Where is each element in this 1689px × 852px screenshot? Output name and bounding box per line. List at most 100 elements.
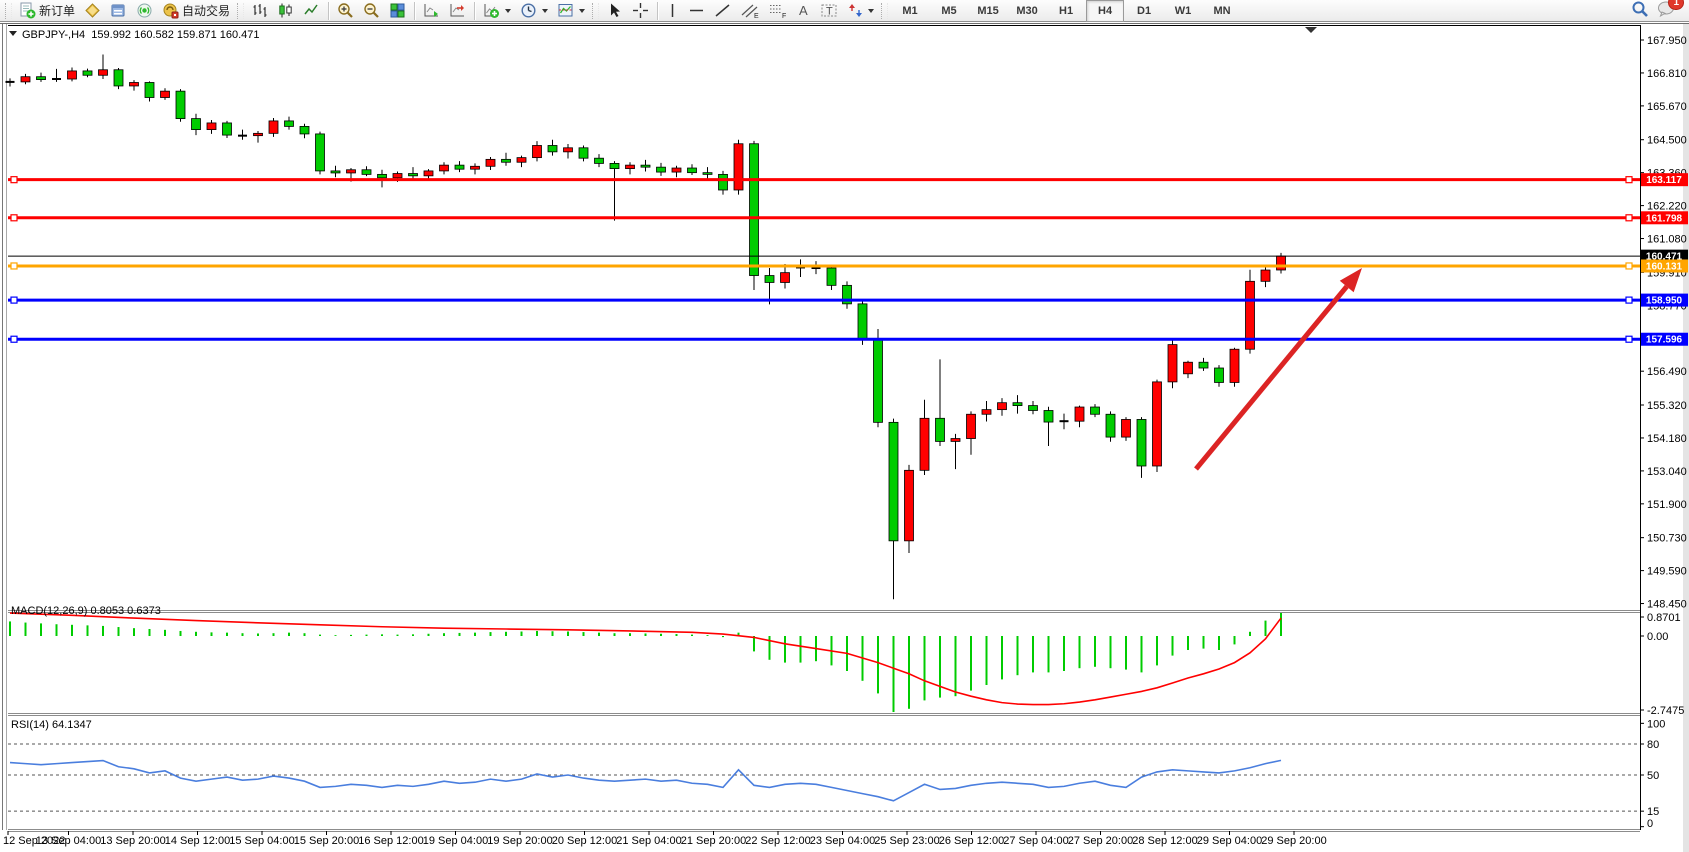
svg-text:14 Sep 12:00: 14 Sep 12:00: [165, 835, 230, 847]
zoom-in-button[interactable]: [333, 0, 358, 22]
price-axis[interactable]: [1641, 25, 1689, 829]
svg-text:21 Sep 20:00: 21 Sep 20:00: [681, 835, 746, 847]
svg-text:160.131: 160.131: [1646, 261, 1683, 272]
templates-icon: [557, 2, 574, 19]
svg-text:164.500: 164.500: [1647, 135, 1687, 147]
new-order-icon: [19, 2, 36, 19]
timeframe-D1[interactable]: D1: [1137, 4, 1152, 17]
toolbar-separator: [657, 1, 659, 20]
fibonacci-tool-button[interactable]: F: [764, 0, 791, 22]
trend-arrow[interactable]: [1194, 284, 1349, 471]
zoom-out-button[interactable]: [359, 0, 384, 22]
periods-button[interactable]: [516, 0, 552, 22]
svg-text:167.950: 167.950: [1647, 35, 1687, 47]
svg-text:19 Sep 04:00: 19 Sep 04:00: [423, 835, 488, 847]
chart-shift-marker[interactable]: [1305, 27, 1317, 33]
text-tool-button[interactable]: A: [792, 0, 815, 22]
svg-text:16 Sep 12:00: 16 Sep 12:00: [358, 835, 423, 847]
time-axis[interactable]: [0, 830, 1689, 852]
macd-indicator-label: MACD(12,26,9) 0.8053 0.6373: [11, 605, 161, 617]
trendline-tool-button[interactable]: [710, 0, 735, 22]
chart-shift-button[interactable]: [445, 0, 470, 22]
signals-button[interactable]: [132, 0, 157, 22]
arrow-objects-icon: [848, 2, 863, 19]
svg-text:162.220: 162.220: [1647, 201, 1687, 213]
svg-text:0.8701: 0.8701: [1647, 612, 1681, 624]
svg-text:50: 50: [1647, 770, 1659, 782]
zoom-out-icon: [363, 2, 380, 19]
text-label-tool-button[interactable]: T: [816, 0, 843, 22]
timeframe-M30[interactable]: M30: [1016, 4, 1038, 17]
svg-text:22 Sep 12:00: 22 Sep 12:00: [745, 835, 810, 847]
autotrading-button[interactable]: 自动交易: [158, 0, 234, 22]
auto-scroll-button[interactable]: [419, 0, 444, 22]
svg-text:A: A: [799, 3, 808, 18]
trend-arrow-head[interactable]: [1339, 268, 1362, 293]
svg-text:155.320: 155.320: [1647, 400, 1687, 412]
cursor-icon: [606, 2, 623, 19]
new-order-button[interactable]: 新订单: [15, 0, 79, 22]
svg-text:157.596: 157.596: [1646, 335, 1683, 346]
toolbar-drag-handle[interactable]: [592, 2, 600, 19]
zoom-in-icon: [337, 2, 354, 19]
svg-text:12 Sep 2022: 12 Sep 2022: [3, 835, 65, 847]
svg-text:15: 15: [1647, 806, 1659, 818]
navigator-button[interactable]: [106, 0, 131, 22]
timeframe-MN[interactable]: MN: [1213, 4, 1231, 17]
horizontal-line-tool-button[interactable]: [684, 0, 709, 22]
toolbar-drag-handle[interactable]: [5, 2, 12, 19]
svg-text:27 Sep 20:00: 27 Sep 20:00: [1068, 835, 1133, 847]
toolbar-separator: [414, 1, 416, 20]
svg-text:23 Sep 04:00: 23 Sep 04:00: [810, 835, 875, 847]
autotrading-icon: [162, 2, 179, 19]
line-chart-button[interactable]: [299, 0, 324, 22]
candlestick-chart-button[interactable]: [273, 0, 298, 22]
timeframe-W1[interactable]: W1: [1174, 4, 1192, 17]
autotrading-label: 自动交易: [182, 4, 231, 18]
indicators-dropdown-caret[interactable]: [505, 8, 512, 13]
arrows-dropdown-caret[interactable]: [868, 8, 875, 13]
svg-text:13 Sep 20:00: 13 Sep 20:00: [100, 835, 165, 847]
chart-shift-icon: [449, 2, 466, 19]
notifications-button[interactable]: 1: [1657, 0, 1684, 21]
search-icon[interactable]: [1631, 0, 1649, 21]
symbol-dropdown-icon[interactable]: [9, 31, 17, 36]
svg-text:25 Sep 23:00: 25 Sep 23:00: [874, 835, 939, 847]
timeframe-M1[interactable]: M1: [902, 4, 918, 17]
svg-text:26 Sep 12:00: 26 Sep 12:00: [939, 835, 1004, 847]
vertical-line-tool-button[interactable]: [662, 0, 683, 22]
svg-text:15 Sep 04:00: 15 Sep 04:00: [229, 835, 294, 847]
equidistant-channel-tool-button[interactable]: E: [736, 0, 763, 22]
timeframe-M15[interactable]: M15: [977, 4, 999, 17]
timeframe-H1[interactable]: H1: [1059, 4, 1074, 17]
navigator-icon: [110, 2, 127, 19]
svg-text:T: T: [826, 6, 833, 18]
templates-button[interactable]: [553, 0, 589, 22]
notification-badge: 1: [1668, 0, 1684, 10]
timeframe-M5[interactable]: M5: [941, 4, 957, 17]
tile-windows-button[interactable]: [385, 0, 410, 22]
cursor-button[interactable]: [602, 0, 627, 22]
svg-text:15 Sep 20:00: 15 Sep 20:00: [294, 835, 359, 847]
indicators-button[interactable]: [479, 0, 515, 22]
candlestick-chart-icon: [277, 2, 294, 19]
toolbar-drag-handle[interactable]: [881, 2, 889, 19]
svg-text:150.730: 150.730: [1647, 533, 1687, 545]
market-watch-button[interactable]: [80, 0, 105, 22]
bar-chart-button[interactable]: [247, 0, 272, 22]
crosshair-icon: [632, 2, 649, 19]
svg-text:19 Sep 20:00: 19 Sep 20:00: [487, 835, 552, 847]
signals-icon: [136, 2, 153, 19]
svg-text:148.450: 148.450: [1647, 599, 1687, 611]
toolbar: 新订单 自动交易: [0, 0, 1689, 22]
svg-text:156.490: 156.490: [1647, 366, 1687, 378]
toolbar-drag-handle[interactable]: [237, 2, 245, 19]
periods-dropdown-caret[interactable]: [542, 8, 549, 13]
timeframe-H4[interactable]: H4: [1086, 0, 1125, 22]
svg-text:165.670: 165.670: [1647, 101, 1687, 113]
templates-dropdown-caret[interactable]: [579, 8, 586, 13]
crosshair-button[interactable]: [628, 0, 653, 22]
arrow-objects-button[interactable]: [844, 0, 878, 22]
svg-text:161.798: 161.798: [1646, 213, 1683, 224]
